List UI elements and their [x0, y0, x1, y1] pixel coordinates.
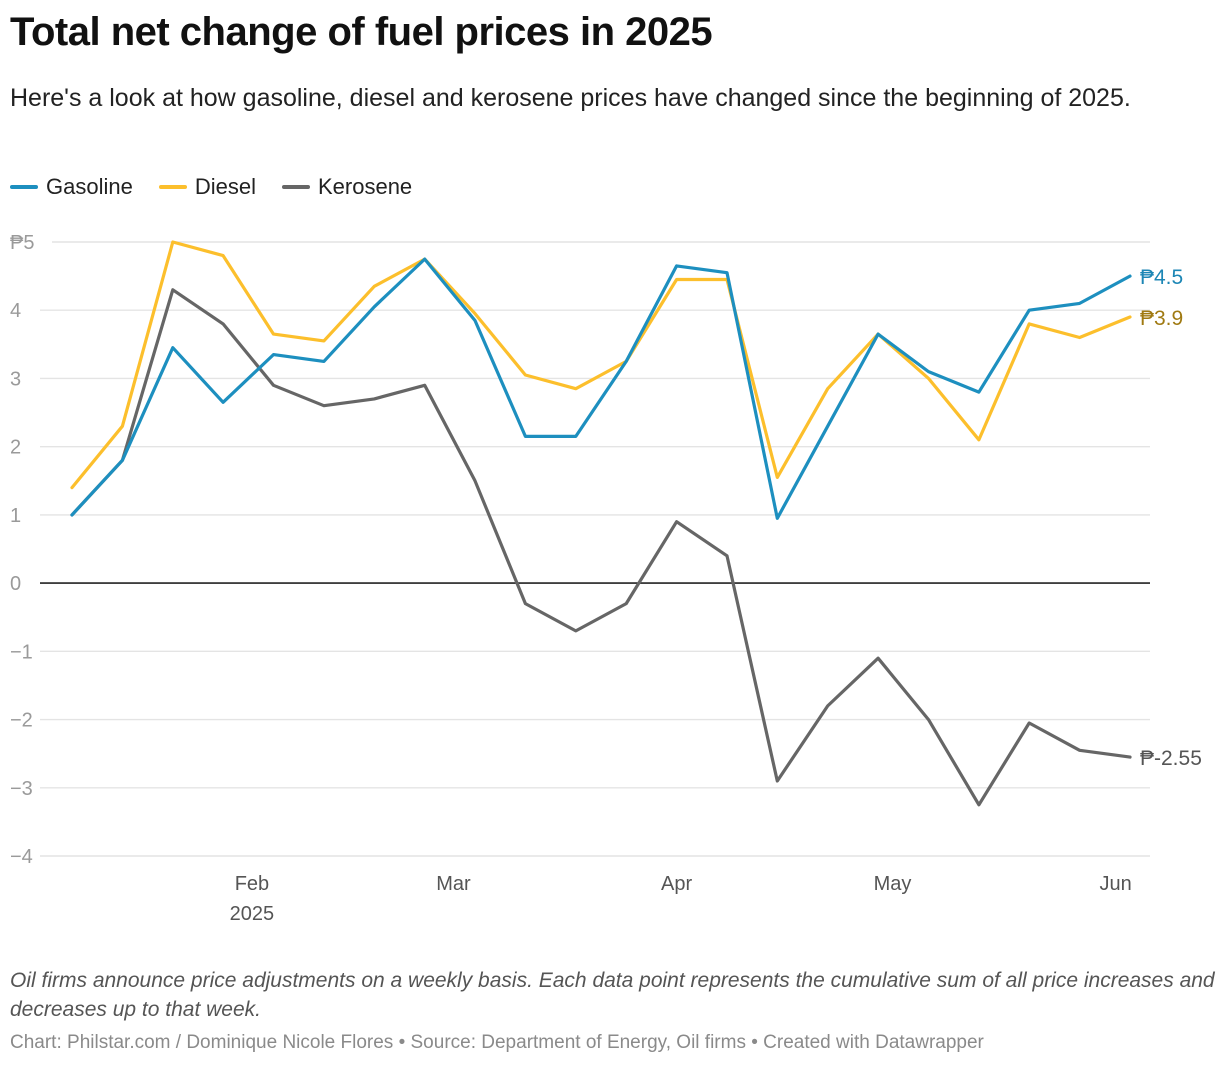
- end-label-kerosene: ₱-2.55: [1140, 747, 1202, 770]
- y-tick-label: 3: [10, 368, 21, 390]
- legend-swatch-kerosene: [281, 185, 310, 189]
- end-label-gasoline: ₱4.5: [1140, 266, 1183, 289]
- grid-lines: [40, 241, 1150, 857]
- line-chart: ₱5 4 3 2 1 0 −1 −2 −3 −4 Feb 2025 Mar Apr May Jun ₱4.5…: [10, 232, 1202, 925]
- x-tick-label: May: [874, 873, 912, 895]
- series-line-gasoline: [70, 257, 1132, 520]
- y-tick-label: ₱5: [10, 232, 34, 254]
- legend-label-gasoline: Gasoline: [46, 174, 133, 199]
- y-tick-label: 2: [10, 437, 21, 459]
- chart-note: Oil firms announce price adjustments on …: [10, 969, 1215, 1021]
- x-tick-label: Jun: [1099, 873, 1131, 895]
- series-line-diesel: [70, 240, 1132, 490]
- end-label-diesel: ₱3.9: [1140, 307, 1183, 330]
- x-tick-label: Mar: [436, 873, 471, 895]
- chart-credits: Chart: Philstar.com / Dominique Nicole F…: [10, 1032, 984, 1053]
- y-tick-label: −1: [10, 641, 33, 663]
- series-lines: [70, 240, 1132, 807]
- end-labels: ₱4.5 ₱3.9 ₱-2.55: [1140, 266, 1202, 770]
- y-axis-ticks: ₱5 4 3 2 1 0 −1 −2 −3 −4: [10, 232, 34, 868]
- y-tick-label: 0: [10, 573, 21, 595]
- x-tick-label: Feb: [235, 873, 269, 895]
- legend-label-kerosene: Kerosene: [317, 174, 413, 199]
- legend-item-diesel: Diesel: [158, 174, 256, 200]
- y-tick-label: 1: [10, 505, 21, 527]
- series-line-kerosene: [70, 288, 1132, 807]
- x-axis-ticks: Feb 2025 Mar Apr May Jun: [230, 873, 1132, 925]
- chart-subtitle: Here's a look at how gasoline, diesel an…: [10, 84, 1131, 112]
- legend-label-diesel: Diesel: [194, 174, 256, 199]
- y-tick-label: −3: [10, 778, 33, 800]
- x-tick-label: Apr: [661, 873, 692, 895]
- legend-swatch-diesel: [158, 185, 187, 189]
- y-tick-label: −4: [10, 846, 33, 868]
- y-tick-label: 4: [10, 300, 21, 322]
- legend-item-gasoline: Gasoline: [10, 174, 133, 200]
- legend-item-kerosene: Kerosene: [281, 174, 413, 200]
- chart-title: Total net change of fuel prices in 2025: [10, 10, 713, 54]
- legend: Gasoline Diesel Kerosene: [10, 174, 438, 200]
- x-tick-sublabel: 2025: [230, 903, 275, 925]
- y-tick-label: −2: [10, 710, 33, 732]
- legend-swatch-gasoline: [10, 185, 38, 189]
